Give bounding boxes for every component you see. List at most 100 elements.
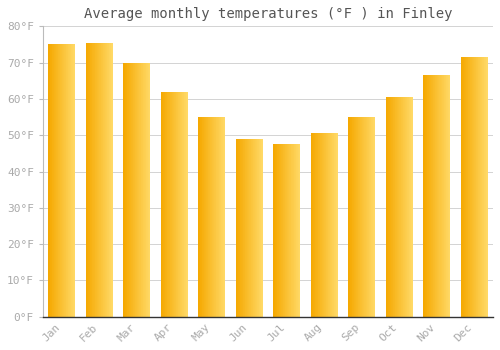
- Bar: [390, 97, 391, 317]
- Bar: [160, 92, 162, 317]
- Bar: [447, 75, 448, 317]
- Bar: [320, 133, 321, 317]
- Bar: [50, 44, 51, 317]
- Bar: [392, 97, 393, 317]
- Bar: [428, 75, 430, 317]
- Bar: [91, 43, 92, 317]
- Bar: [214, 117, 215, 317]
- Bar: [110, 43, 112, 317]
- Bar: [406, 97, 408, 317]
- Bar: [358, 117, 359, 317]
- Bar: [330, 133, 331, 317]
- Bar: [213, 117, 214, 317]
- Bar: [336, 133, 337, 317]
- Bar: [412, 97, 413, 317]
- Bar: [246, 139, 247, 317]
- Bar: [483, 57, 484, 317]
- Bar: [366, 117, 367, 317]
- Bar: [334, 133, 335, 317]
- Bar: [216, 117, 217, 317]
- Bar: [247, 139, 248, 317]
- Bar: [476, 57, 477, 317]
- Bar: [58, 44, 59, 317]
- Bar: [223, 117, 224, 317]
- Bar: [362, 117, 363, 317]
- Bar: [297, 144, 298, 317]
- Bar: [210, 117, 211, 317]
- Bar: [432, 75, 434, 317]
- Bar: [169, 92, 170, 317]
- Bar: [466, 57, 467, 317]
- Bar: [104, 43, 106, 317]
- Bar: [299, 144, 300, 317]
- Bar: [315, 133, 316, 317]
- Bar: [355, 117, 356, 317]
- Bar: [404, 97, 406, 317]
- Bar: [290, 144, 291, 317]
- Bar: [49, 44, 50, 317]
- Title: Average monthly temperatures (°F ) in Finley: Average monthly temperatures (°F ) in Fi…: [84, 7, 452, 21]
- Bar: [296, 144, 297, 317]
- Bar: [357, 117, 358, 317]
- Bar: [282, 144, 284, 317]
- Bar: [215, 117, 216, 317]
- Bar: [335, 133, 336, 317]
- Bar: [94, 43, 95, 317]
- Bar: [280, 144, 281, 317]
- Bar: [142, 63, 143, 317]
- Bar: [402, 97, 404, 317]
- Bar: [274, 144, 276, 317]
- Bar: [212, 117, 213, 317]
- Bar: [430, 75, 432, 317]
- Bar: [317, 133, 318, 317]
- Bar: [209, 117, 210, 317]
- Bar: [487, 57, 488, 317]
- Bar: [128, 63, 130, 317]
- Bar: [464, 57, 465, 317]
- Bar: [440, 75, 441, 317]
- Bar: [359, 117, 360, 317]
- Bar: [185, 92, 186, 317]
- Bar: [236, 139, 237, 317]
- Bar: [143, 63, 144, 317]
- Bar: [408, 97, 410, 317]
- Bar: [219, 117, 220, 317]
- Bar: [147, 63, 148, 317]
- Bar: [183, 92, 184, 317]
- Bar: [162, 92, 163, 317]
- Bar: [68, 44, 69, 317]
- Bar: [351, 117, 352, 317]
- Bar: [424, 75, 426, 317]
- Bar: [182, 92, 183, 317]
- Bar: [353, 117, 354, 317]
- Bar: [327, 133, 328, 317]
- Bar: [170, 92, 171, 317]
- Bar: [57, 44, 58, 317]
- Bar: [130, 63, 132, 317]
- Bar: [436, 75, 437, 317]
- Bar: [61, 44, 62, 317]
- Bar: [328, 133, 329, 317]
- Bar: [106, 43, 108, 317]
- Bar: [434, 75, 435, 317]
- Bar: [123, 63, 124, 317]
- Bar: [163, 92, 164, 317]
- Bar: [207, 117, 208, 317]
- Bar: [48, 44, 49, 317]
- Bar: [205, 117, 206, 317]
- Bar: [206, 117, 207, 317]
- Bar: [410, 97, 411, 317]
- Bar: [74, 44, 75, 317]
- Bar: [179, 92, 180, 317]
- Bar: [437, 75, 438, 317]
- Bar: [298, 144, 299, 317]
- Bar: [448, 75, 449, 317]
- Bar: [199, 117, 200, 317]
- Bar: [326, 133, 327, 317]
- Bar: [70, 44, 71, 317]
- Bar: [242, 139, 243, 317]
- Bar: [181, 92, 182, 317]
- Bar: [468, 57, 469, 317]
- Bar: [365, 117, 366, 317]
- Bar: [201, 117, 202, 317]
